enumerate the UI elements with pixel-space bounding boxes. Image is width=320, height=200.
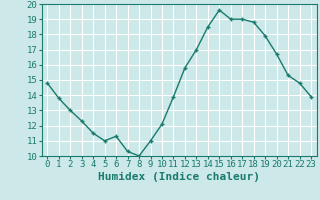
X-axis label: Humidex (Indice chaleur): Humidex (Indice chaleur) xyxy=(98,172,260,182)
